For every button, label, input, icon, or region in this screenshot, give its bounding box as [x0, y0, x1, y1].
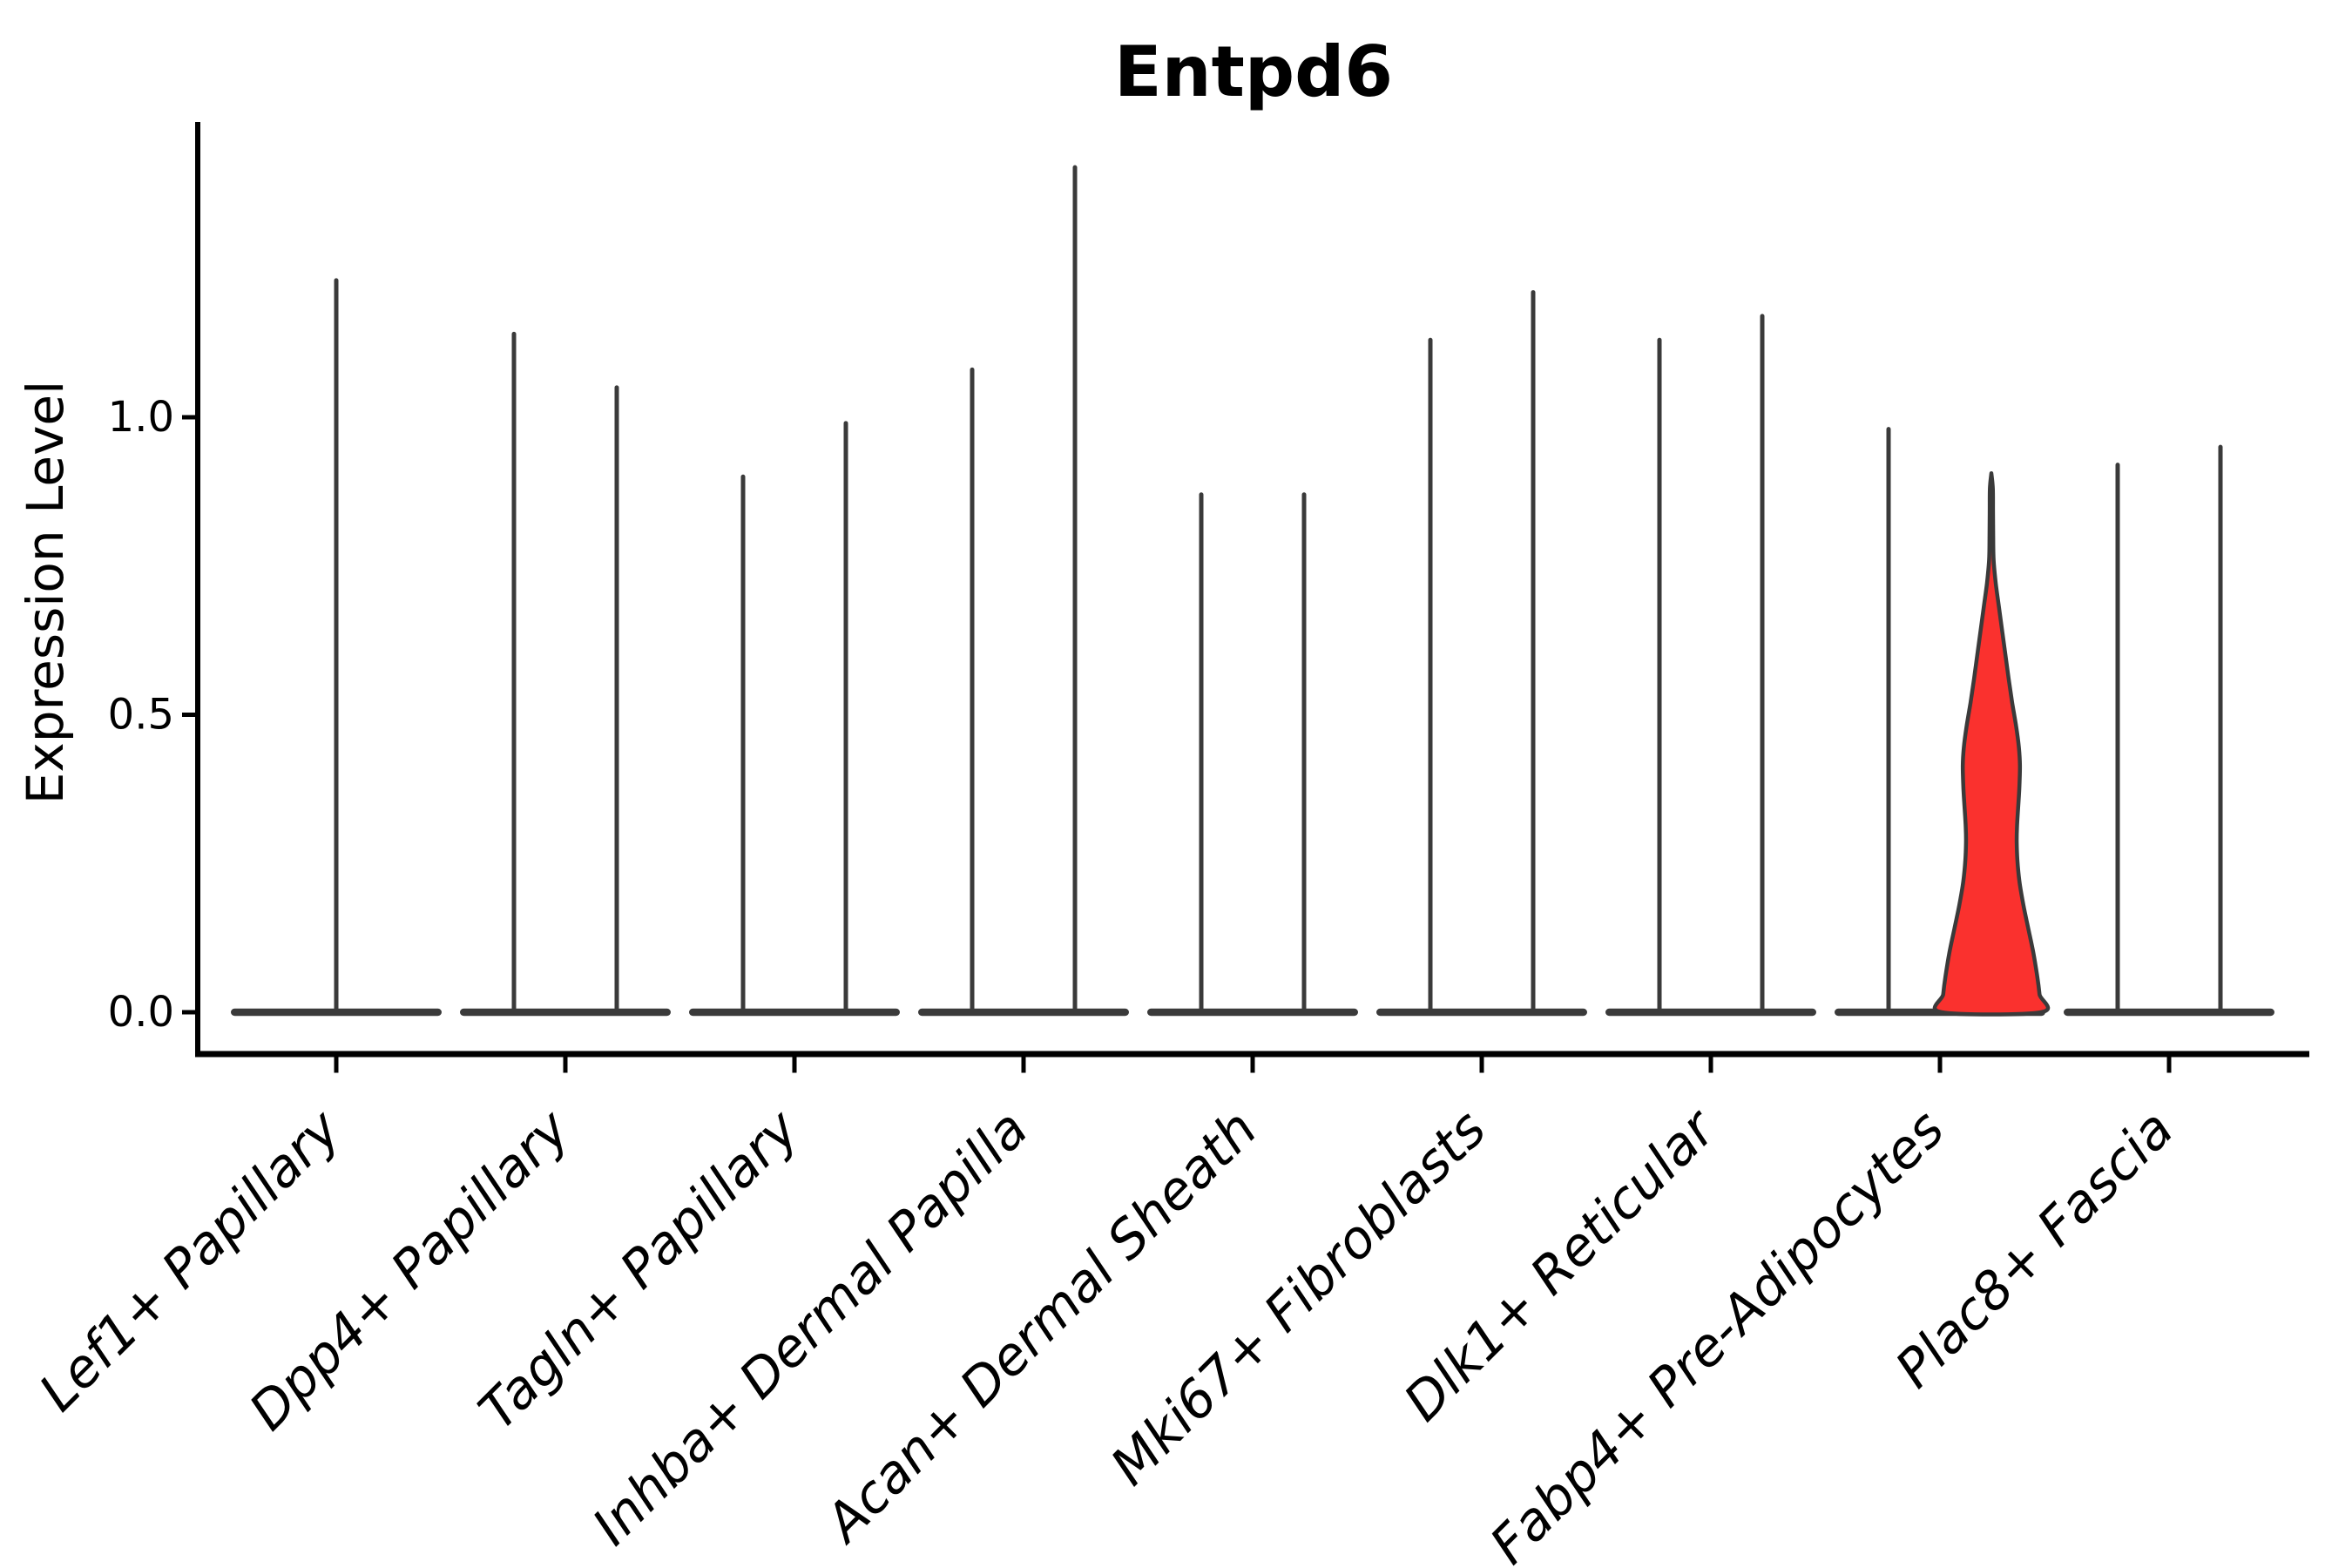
y-tick — [182, 713, 198, 717]
x-tick — [792, 1057, 797, 1073]
y-tick — [182, 415, 198, 420]
x-tick — [1250, 1057, 1255, 1073]
x-tick — [1937, 1057, 1943, 1073]
x-tick-label: Mki67+ Fibroblasts — [1099, 1098, 1498, 1497]
y-axis-spine — [195, 122, 200, 1058]
x-tick — [334, 1057, 339, 1073]
x-tick-label: Acan+ Dermal Sheath — [812, 1098, 1269, 1556]
violin-base — [1605, 1008, 1816, 1017]
violin-base — [460, 1008, 671, 1017]
y-tick-label: 1.0 — [108, 393, 174, 442]
y-tick-label: 0.0 — [108, 988, 174, 1037]
x-tick-label: Fabp4+ Pre-Adipocytes — [1478, 1098, 1956, 1568]
x-tick — [1708, 1057, 1713, 1073]
violin-base — [689, 1008, 900, 1017]
x-axis-spine — [195, 1051, 2309, 1058]
violin-base — [1147, 1008, 1358, 1017]
y-axis-label: Expression Level — [16, 381, 75, 804]
violin-base — [918, 1008, 1129, 1017]
violin-base — [2064, 1008, 2274, 1017]
x-tick — [1479, 1057, 1484, 1073]
x-tick-label: Inhba+ Dermal Papilla — [581, 1098, 1039, 1557]
violin-base — [1376, 1008, 1587, 1017]
chart-title: Entpd6 — [1114, 31, 1393, 112]
x-tick — [563, 1057, 568, 1073]
y-tick-label: 0.5 — [108, 691, 174, 740]
x-tick — [2166, 1057, 2172, 1073]
violin-highlighted — [1932, 470, 2051, 1017]
y-tick — [182, 1010, 198, 1015]
x-tick — [1021, 1057, 1026, 1073]
